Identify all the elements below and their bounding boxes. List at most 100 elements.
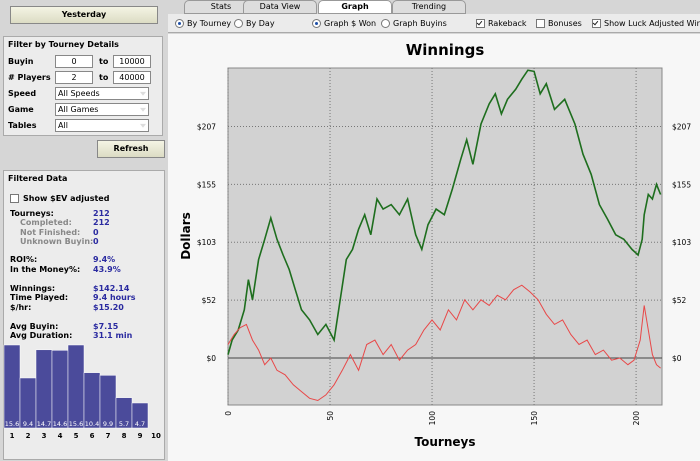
bar bbox=[35, 349, 53, 429]
stat-label: ROI%: bbox=[10, 255, 38, 264]
group-title: Filter by Tourney Details bbox=[8, 40, 119, 49]
stat-value: 31.1 min bbox=[93, 331, 133, 340]
y-tick-label: $52 bbox=[672, 296, 687, 305]
text-input[interactable]: 2 bbox=[55, 71, 93, 84]
option-label: Graph Buyins bbox=[393, 19, 447, 28]
dropdown-arrow bbox=[140, 107, 146, 112]
field-label: Speed bbox=[8, 89, 37, 98]
dropdown[interactable]: All Games bbox=[55, 103, 149, 116]
checkbox-label: Show $EV adjusted bbox=[23, 194, 110, 203]
radio-button[interactable] bbox=[381, 19, 390, 28]
data-label: 15.6 bbox=[5, 420, 19, 428]
x-tick-label: 5 bbox=[74, 432, 79, 440]
x-tick-label: 10 bbox=[151, 432, 161, 440]
chart: 1 15.6 2 9.4 3 14.7 4 14.6 5 15.6 6 10.4 7 9.9 8 5.7 9 4.… bbox=[3, 344, 161, 440]
stat-label: Tourneys: bbox=[10, 209, 54, 218]
stat-value: 212 bbox=[93, 218, 110, 227]
stat-label: Not Finished: bbox=[20, 228, 81, 237]
tab[interactable]: Trending bbox=[392, 0, 466, 14]
radio-button[interactable] bbox=[312, 19, 321, 28]
stat-value: 43.9% bbox=[93, 265, 121, 274]
checkbox[interactable] bbox=[592, 19, 601, 28]
text-input[interactable]: 10000 bbox=[113, 55, 151, 68]
x-tick-label: 100 bbox=[428, 411, 437, 426]
data-label: 14.7 bbox=[37, 420, 51, 428]
group-title: Filtered Data bbox=[8, 174, 68, 183]
data-label: 9.4 bbox=[23, 420, 33, 428]
tab[interactable]: Graph bbox=[318, 0, 392, 14]
stat-value: 9.4 hours bbox=[93, 293, 136, 302]
data-line bbox=[227, 69, 662, 355]
stat-value: $15.20 bbox=[93, 303, 124, 312]
x-tick-label: 8 bbox=[122, 432, 127, 440]
data-label: 15.6 bbox=[69, 420, 83, 428]
radio-button[interactable] bbox=[234, 19, 243, 28]
x-tick-label: 7 bbox=[106, 432, 111, 440]
stat-value: 0 bbox=[93, 237, 99, 246]
date-button[interactable]: Yesterday bbox=[10, 6, 158, 24]
data-label: 4.7 bbox=[135, 420, 145, 428]
dropdown-arrow bbox=[140, 123, 146, 128]
x-tick-label: 2 bbox=[26, 432, 31, 440]
stat-label: Completed: bbox=[20, 218, 72, 227]
option-label: Rakeback bbox=[488, 19, 527, 28]
field-label: # Players bbox=[8, 73, 51, 82]
data-label: 9.9 bbox=[103, 420, 113, 428]
y-tick-label: $103 bbox=[672, 238, 691, 247]
dropdown-arrow bbox=[140, 91, 146, 96]
bar bbox=[131, 402, 149, 429]
y-tick-label: $207 bbox=[672, 122, 691, 131]
stat-label: $/hr: bbox=[10, 303, 32, 312]
dropdown[interactable]: All Speeds bbox=[55, 87, 149, 100]
options-bar bbox=[168, 14, 700, 33]
x-tick-label: 6 bbox=[90, 432, 95, 440]
x-tick-label: 150 bbox=[530, 411, 539, 426]
field-label: Buyin bbox=[8, 57, 34, 66]
y-tick-label: $103 bbox=[197, 238, 216, 247]
stat-value: $7.15 bbox=[93, 322, 119, 331]
option-label: Show Luck Adjusted Win bbox=[604, 19, 700, 28]
bar bbox=[3, 344, 21, 429]
field-label: Game bbox=[8, 105, 34, 114]
check-mark bbox=[476, 19, 483, 26]
check-mark bbox=[315, 22, 318, 25]
option-label: Graph $ Won bbox=[324, 19, 377, 28]
tab[interactable]: Data View bbox=[243, 0, 317, 14]
filter-box: Filter by Tourney Details Buyin 0 to 10000 # … bbox=[3, 36, 163, 136]
checkbox[interactable] bbox=[476, 19, 485, 28]
radio-button[interactable] bbox=[175, 19, 184, 28]
check-mark bbox=[592, 19, 599, 26]
chart: Winnings Tourneys Dollars $0 $0 $52 $52 $103 $10… bbox=[168, 34, 700, 461]
chart-title: Winnings bbox=[406, 41, 485, 59]
stat-value: 212 bbox=[93, 209, 110, 218]
x-tick-label: 50 bbox=[326, 411, 335, 421]
stat-label: Unknown Buyin: bbox=[20, 237, 94, 246]
data-line bbox=[227, 284, 661, 402]
field-label: to bbox=[99, 73, 109, 82]
y-tick-label: $0 bbox=[672, 354, 682, 363]
dropdown[interactable]: All bbox=[55, 119, 149, 132]
data-label: 14.6 bbox=[53, 420, 67, 428]
x-tick-label: 200 bbox=[632, 411, 641, 426]
x-axis-label: Tourneys bbox=[415, 435, 476, 449]
x-tick-label: 4 bbox=[58, 432, 63, 440]
stat-value: 9.4% bbox=[93, 255, 116, 264]
checkbox[interactable] bbox=[10, 194, 19, 203]
data-label: 5.7 bbox=[119, 420, 129, 428]
stat-label: In the Money%: bbox=[10, 265, 81, 274]
refresh-button[interactable]: Refresh bbox=[97, 140, 165, 158]
y-tick-label: $155 bbox=[672, 180, 691, 189]
text-input[interactable]: 40000 bbox=[113, 71, 151, 84]
x-tick-label: 9 bbox=[138, 432, 143, 440]
y-tick-label: $207 bbox=[197, 122, 216, 131]
stat-label: Avg Duration: bbox=[10, 331, 73, 340]
stat-label: Time Played: bbox=[10, 293, 69, 302]
plot-area bbox=[227, 67, 663, 406]
stat-label: Avg Buyin: bbox=[10, 322, 59, 331]
y-axis-label: Dollars bbox=[179, 212, 193, 260]
y-tick-label: $0 bbox=[206, 354, 216, 363]
checkbox[interactable] bbox=[536, 19, 545, 28]
y-tick-label: $155 bbox=[197, 180, 216, 189]
stat-value: $142.14 bbox=[93, 284, 130, 293]
text-input[interactable]: 0 bbox=[55, 55, 93, 68]
